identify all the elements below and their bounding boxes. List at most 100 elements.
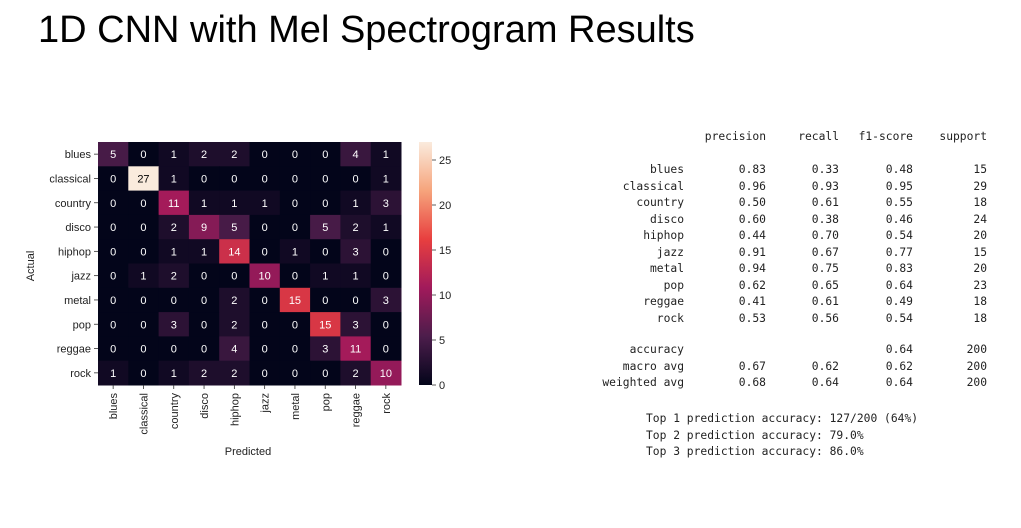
report-column-header: recall	[798, 130, 839, 143]
heatmap-cell	[249, 263, 281, 289]
colorbar-ticks: 0 5 10 15 20 25	[432, 155, 451, 392]
report-cell: 0.50	[738, 196, 766, 209]
report-cell: 0.75	[811, 262, 839, 275]
report-summary-label: weighted avg	[602, 376, 684, 389]
report-cell: 18	[973, 196, 987, 209]
cell-value-label: 0	[383, 271, 389, 283]
report-cell: 0.94	[738, 262, 766, 275]
cell-value-label: 11	[350, 344, 361, 356]
heatmap-cell	[188, 142, 220, 167]
heatmap-cell	[219, 360, 250, 386]
y-tick-label: classical	[49, 173, 91, 185]
cell-value-label: 0	[110, 222, 116, 234]
heatmap-cell	[188, 263, 220, 289]
slide-title: 1D CNN with Mel Spectrogram Results	[38, 9, 695, 51]
heatmap-cell	[128, 287, 160, 313]
confusion-matrix-heatmap: 5 0 1 2 2 0 0 0 4 10 27 1 0 0 0 0 0 0 10 0 11 1 1 1 0 0 1 30 0 2 9 5 0 0 5…	[25, 142, 451, 458]
heatmap-cell	[249, 214, 281, 240]
cell-value-label: 1	[201, 198, 207, 210]
cell-value-label: 0	[292, 368, 298, 380]
cell-value-label: 1	[171, 173, 177, 185]
heatmap-cell	[98, 360, 129, 386]
cell-value-label: 0	[201, 271, 207, 283]
cell-value-label: 0	[352, 173, 358, 185]
report-cell: 0.41	[738, 295, 766, 308]
report-cell: 0.61	[811, 295, 839, 308]
report-cell: 0.33	[811, 163, 839, 176]
heatmap-cell	[188, 166, 220, 192]
heatmap-cell	[128, 214, 160, 240]
heatmap-cell	[340, 263, 372, 289]
cell-value-label: 0	[262, 246, 268, 258]
y-tick-label: metal	[64, 295, 91, 307]
cell-value-label: 2	[201, 149, 207, 161]
cell-value-label: 10	[259, 271, 271, 283]
heatmap-cell	[188, 360, 220, 386]
heatmap-cells: 5 0 1 2 2 0 0 0 4 10 27 1 0 0 0 0 0 0 10 0 11 1 1 1 0 0 1 30 0 2 9 5 0 0 5…	[98, 142, 402, 386]
cell-value-label: 11	[168, 198, 179, 210]
cell-value-label: 3	[383, 198, 389, 210]
report-cell: 0.60	[738, 212, 766, 226]
report-cell: 0.83	[885, 262, 913, 275]
cell-value-label: 1	[322, 271, 328, 283]
heatmap-cell	[188, 214, 220, 240]
report-cell: 0.38	[811, 212, 839, 226]
heatmap-cell	[370, 336, 402, 362]
cell-value-label: 14	[228, 246, 240, 258]
cell-value-label: 0	[140, 149, 146, 161]
x-tick-label: jazz	[260, 393, 272, 414]
heatmap-cell	[249, 166, 281, 192]
report-summary-cell: 200	[966, 376, 987, 389]
heatmap-cell	[128, 263, 160, 289]
cell-value-label: 1	[383, 173, 389, 185]
heatmap-cell	[98, 142, 129, 167]
heatmap-cell	[188, 287, 220, 313]
cell-value-label: 0	[322, 295, 328, 307]
heatmap-cell	[370, 312, 402, 337]
colorbar-tick-label: 5	[439, 335, 445, 347]
report-summary-cell: 0.67	[738, 359, 766, 373]
heatmap-cell	[128, 190, 160, 216]
cell-value-label: 0	[322, 368, 328, 380]
cell-value-label: 0	[322, 149, 328, 161]
cell-value-label: 0	[140, 295, 146, 307]
y-tick-label: rock	[70, 368, 91, 380]
cell-value-label: 1	[352, 198, 358, 210]
report-cell: 0.53	[738, 311, 766, 325]
cell-value-label: 2	[171, 222, 177, 234]
heatmap-cell	[249, 312, 281, 337]
heatmap-cell	[279, 360, 311, 386]
report-cell: 0.67	[811, 245, 839, 259]
report-cell: 0.54	[885, 229, 913, 242]
heatmap-cell	[98, 287, 129, 313]
cell-value-label: 0	[322, 198, 328, 210]
heatmap-cell	[128, 360, 160, 386]
cell-value-label: 0	[292, 344, 298, 356]
report-summary-cell: 0.68	[738, 376, 766, 389]
cell-value-label: 2	[231, 149, 237, 161]
cell-value-label: 0	[201, 173, 207, 185]
heatmap-cell	[219, 190, 250, 216]
heatmap-cell	[340, 214, 372, 240]
x-tick-label: hiphop	[229, 393, 241, 426]
report-cell: 0.91	[738, 245, 766, 259]
report-summary-cell: 0.64	[811, 376, 839, 389]
report-row-label: disco	[649, 212, 684, 226]
heatmap-cell	[98, 263, 129, 289]
cell-value-label: 0	[140, 198, 146, 210]
cell-value-label: 2	[231, 295, 237, 307]
report-cell: 20	[973, 262, 987, 275]
y-tick-label: pop	[73, 319, 91, 331]
cell-value-label: 0	[201, 319, 207, 331]
report-cell: 29	[973, 179, 987, 193]
top-k-accuracy-note: Top 1 prediction accuracy: 127/200 (64%)	[646, 412, 919, 425]
heatmap-cell	[370, 142, 402, 167]
report-cell: 23	[973, 278, 987, 292]
report-cell: 0.56	[811, 311, 839, 325]
report-cell: 0.64	[885, 278, 913, 292]
cell-value-label: 0	[110, 295, 116, 307]
cell-value-label: 0	[201, 344, 207, 356]
report-cell: 0.83	[738, 163, 766, 176]
y-tick-label: hiphop	[58, 246, 91, 258]
heatmap-cell	[310, 239, 341, 264]
